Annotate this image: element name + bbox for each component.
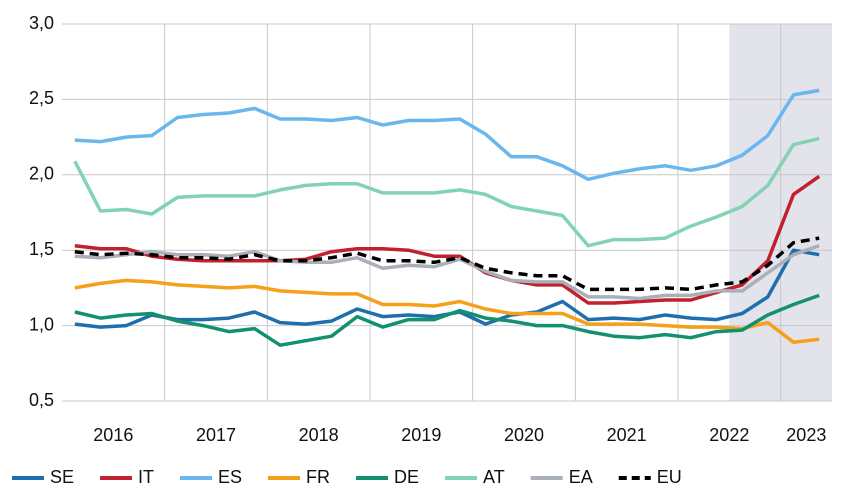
y-tick-label: 0,5 xyxy=(29,390,54,410)
y-tick-label: 3,0 xyxy=(29,13,54,33)
legend-label: DE xyxy=(394,467,419,487)
y-tick-label: 2,5 xyxy=(29,88,54,108)
series-line xyxy=(74,278,820,344)
x-tick-label: 2016 xyxy=(93,425,133,445)
legend-label: SE xyxy=(50,467,74,487)
series-line xyxy=(74,293,820,347)
series-line xyxy=(74,88,820,182)
series-line xyxy=(74,236,820,292)
y-tick-label: 1,0 xyxy=(29,314,54,334)
legend-label: AT xyxy=(483,467,505,487)
x-tick-label: 2020 xyxy=(504,425,544,445)
series-line xyxy=(74,174,821,305)
x-tick-label: 2023 xyxy=(786,425,826,445)
legend-label: ES xyxy=(218,467,242,487)
series-line xyxy=(74,244,820,301)
legend-label: EU xyxy=(657,467,682,487)
y-tick-label: 1,5 xyxy=(29,239,54,259)
y-tick-label: 2,0 xyxy=(29,164,54,184)
x-tick-label: 2022 xyxy=(709,425,749,445)
x-tick-label: 2021 xyxy=(607,425,647,445)
series-line xyxy=(73,136,820,248)
x-tick-label: 2018 xyxy=(299,425,339,445)
x-tick-label: 2019 xyxy=(401,425,441,445)
legend-label: IT xyxy=(138,467,154,487)
legend-label: EA xyxy=(569,467,593,487)
legend-label: FR xyxy=(306,467,330,487)
x-tick-label: 2017 xyxy=(196,425,236,445)
